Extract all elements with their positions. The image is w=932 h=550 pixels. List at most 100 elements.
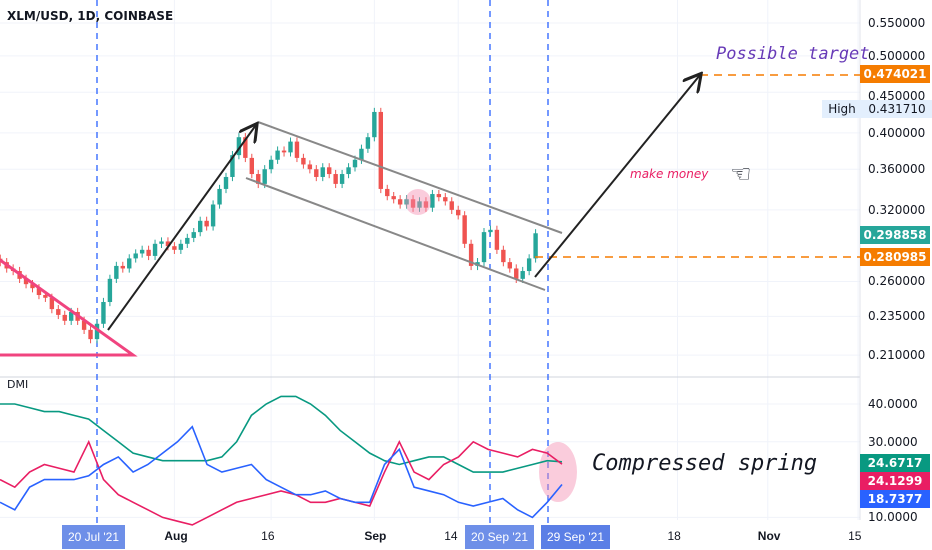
high-label: High [822,100,862,118]
price-tick: 0.235000 [868,309,926,324]
dmi-label: DMI [7,378,29,391]
dmi-tick: 40.0000 [868,397,918,411]
candle-body [481,232,487,263]
candle-body [172,246,177,250]
candle-body [94,323,100,340]
date-marker-20-sep: 20 Sep '21 [465,525,535,549]
candle-body [49,297,55,310]
dmi-tick: 10.0000 [868,510,918,525]
dmi-tick: 30.0000 [868,434,918,449]
candle-body [378,111,383,189]
candle-body [423,201,429,208]
x-tick: 14 [444,529,458,543]
candle-body [526,258,532,272]
candle-body [456,209,461,216]
candle-body [327,167,332,175]
candle-body [223,176,229,189]
arrow-target [534,75,700,278]
candle-body [152,243,158,256]
candle-body [346,167,351,175]
money-annotation: make money [630,167,709,181]
candle-body [185,237,190,244]
candle-body [443,197,448,202]
candle-body [301,157,306,165]
candle-body [56,309,61,315]
candle-body [520,271,525,279]
date-marker-29-sep: 29 Sep '21 [541,525,611,549]
candle-body [139,249,145,254]
candle-body [62,314,67,321]
candle-body [397,199,403,205]
candle-body [249,157,254,175]
candle-body [385,188,390,197]
candle-body [88,329,93,340]
candle-body [230,155,235,177]
price-tick: 0.320000 [868,202,926,217]
candle-body [81,320,87,330]
price-tick: 0.210000 [868,348,926,363]
price-tick: 0.360000 [868,162,926,177]
candle-body [352,159,358,168]
minus-di-tag: 24.1299 [860,472,930,490]
candle-body [404,199,409,205]
candle-body [281,150,287,153]
dmi-plus-di-line [0,425,563,519]
dmi-adx-line [0,395,563,473]
price-tick: 0.450000 [868,89,926,104]
candle-body [514,268,519,279]
last-price-tag: 0.298858 [860,226,930,244]
candle-body [430,194,435,208]
target-price-tag: 0.474021 [860,65,930,83]
candle-body [268,159,274,170]
candle-body [449,201,454,210]
candle-body [294,141,300,158]
candle-body [210,204,216,227]
candle-body [178,243,184,250]
price-tick: 0.400000 [868,125,926,140]
candle-body [533,233,538,259]
candle-body [501,249,506,263]
candle-body [43,295,48,298]
adx-tag: 24.6717 [860,454,930,472]
date-marker-20-jul: 20 Jul '21 [62,525,125,549]
candle-body [417,201,422,208]
candle-body [314,169,319,177]
candle-body [133,253,138,259]
candle-body [410,199,416,208]
target-annotation: Possible target [716,44,870,64]
candle-body [36,288,42,296]
candle-body [114,265,119,279]
spring-ellipse [539,442,577,502]
x-tick: 18 [667,529,681,543]
candle-body [288,141,293,153]
spring-annotation: Compressed spring [592,451,818,476]
grid [0,0,860,520]
candle-body [372,111,377,138]
candle-body [468,243,474,266]
candle-body [307,164,313,170]
candle-body [333,174,338,184]
candle-body [262,169,267,184]
candle-body [320,167,325,177]
channel-top [257,121,563,234]
channel-bottom [245,177,546,291]
candle-body [30,284,35,289]
price-tick: 0.500000 [868,48,926,63]
arrow-up-1 [107,125,256,331]
chart-title: XLM/USD, 1D, COINBASE [7,9,174,23]
candle-body [359,148,364,160]
candle-body [191,232,196,238]
candle-body [339,174,345,184]
candle-body [494,229,500,250]
candle-body [436,194,442,198]
candle-body [462,215,467,244]
candle-body [488,229,493,233]
candle-body [69,311,74,321]
candle-body [101,301,106,324]
x-tick: Sep [364,529,387,543]
candle-body [243,137,248,158]
candle-body [256,174,261,184]
candle-body [127,258,132,269]
plus-di-tag: 18.7377 [860,490,930,508]
